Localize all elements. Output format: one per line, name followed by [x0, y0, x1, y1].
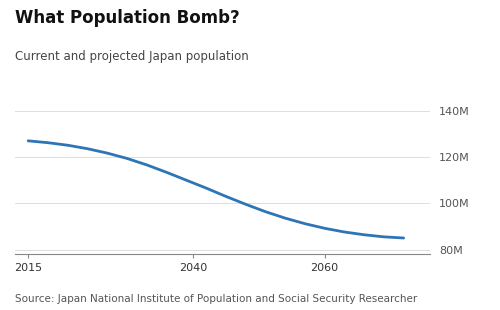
Text: Source: Japan National Institute of Population and Social Security Researcher: Source: Japan National Institute of Popu…: [15, 294, 417, 304]
Text: Current and projected Japan population: Current and projected Japan population: [15, 50, 249, 63]
Text: What Population Bomb?: What Population Bomb?: [15, 9, 240, 27]
